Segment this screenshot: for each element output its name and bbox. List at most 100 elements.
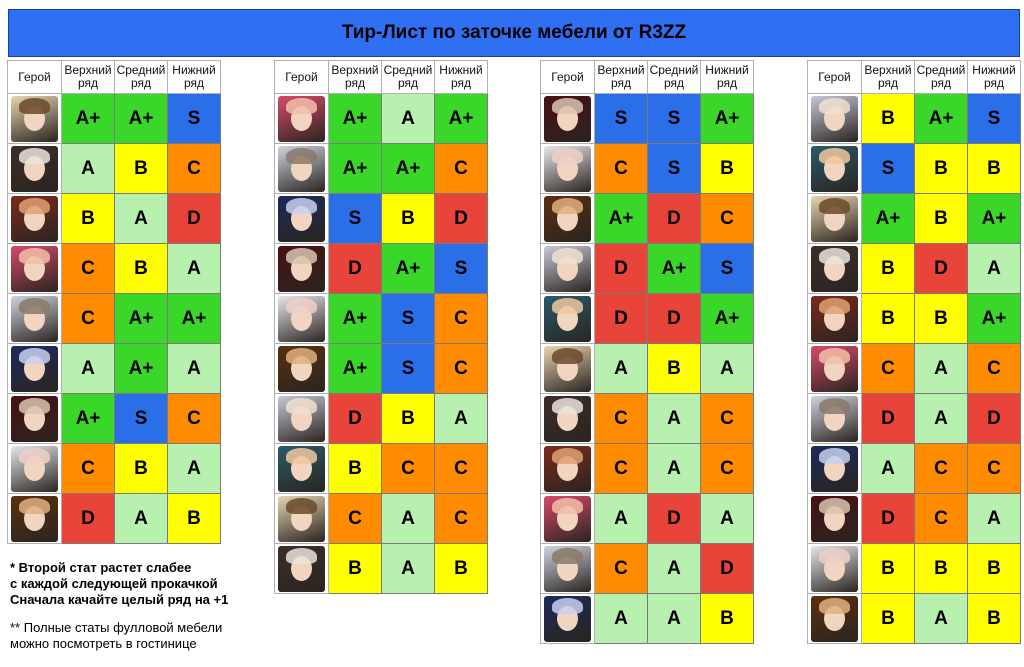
tier-table-2: Герой Верхний ряд Средний ряд Нижний ряд A+ A… [274,60,488,594]
hero-portrait-icon [544,295,591,342]
hero-portrait-icon [278,395,325,442]
hero-cell [540,93,595,144]
hero-portrait-icon [811,595,858,642]
hero-portrait-icon [278,495,325,542]
grade-cell: A+ [914,93,968,144]
grade-cell: S [381,293,435,344]
grade-cell: B [861,543,915,594]
grade-cell: A [861,443,915,494]
hero-cell [274,493,329,544]
grade-cell: S [114,393,168,444]
table-row: B B A+ [807,293,1021,344]
hero-cell [540,443,595,494]
grade-cell: A+ [967,193,1021,244]
hero-cell [540,293,595,344]
hero-cell [274,143,329,194]
grade-cell: D [434,193,488,244]
hero-cell [7,243,62,294]
grade-cell: S [328,193,382,244]
hero-portrait-icon [811,295,858,342]
grade-cell: A+ [434,93,488,144]
grade-cell: C [434,293,488,344]
grade-cell: A [700,493,754,544]
grade-cell: A [594,343,648,394]
hero-portrait-icon [811,95,858,142]
hero-portrait-icon [11,295,58,342]
grade-cell: B [914,543,968,594]
grade-cell: C [594,393,648,444]
hero-cell [540,543,595,594]
hero-cell [540,393,595,444]
hero-cell [540,493,595,544]
hero-cell [274,93,329,144]
grade-cell: C [594,543,648,594]
grade-cell: D [328,393,382,444]
grade-cell: A [381,493,435,544]
grade-cell: D [594,293,648,344]
hero-cell [7,143,62,194]
hero-portrait-icon [11,145,58,192]
grade-cell: S [967,93,1021,144]
hero-cell [274,443,329,494]
hero-portrait-icon [811,145,858,192]
grade-cell: A [967,493,1021,544]
header-hero: Герой [540,60,595,94]
table-row: A+ A A+ [274,93,488,144]
grade-cell: A [381,543,435,594]
grade-cell: D [914,243,968,294]
hero-portrait-icon [544,145,591,192]
grade-cell: D [861,493,915,544]
grade-cell: C [594,443,648,494]
grade-cell: S [434,243,488,294]
grade-cell: C [700,193,754,244]
hero-cell [540,143,595,194]
hero-portrait-icon [544,345,591,392]
table-row: S S A+ [540,93,754,144]
grade-cell: C [61,443,115,494]
grade-cell: A+ [700,93,754,144]
grade-cell: B [167,493,221,544]
hero-cell [807,193,862,244]
table-row: D A+ S [540,243,754,294]
hero-cell [274,243,329,294]
note-line: с каждой следующей прокачкой [10,576,218,591]
hero-portrait-icon [11,345,58,392]
header-row-1: Верхний ряд [861,60,915,94]
table-row: A+ A+ S [7,93,221,144]
hero-portrait-icon [811,445,858,492]
hero-portrait-icon [811,495,858,542]
hero-cell [807,143,862,194]
hero-portrait-icon [11,195,58,242]
grade-cell: A [61,343,115,394]
header-row-1: Верхний ряд [61,60,115,94]
note-upgrade-advice: * Второй стат растет слабее с каждой сле… [10,560,228,608]
grade-cell: A+ [114,93,168,144]
hero-cell [540,343,595,394]
grade-cell: A [914,393,968,444]
hero-cell [7,443,62,494]
hero-cell [274,393,329,444]
hero-cell [7,93,62,144]
grade-cell: S [700,243,754,294]
grade-cell: B [914,193,968,244]
grade-cell: A+ [594,193,648,244]
hero-portrait-icon [278,445,325,492]
grade-cell: S [167,93,221,144]
hero-cell [807,93,862,144]
grade-cell: B [114,243,168,294]
grade-cell: B [114,143,168,194]
grade-cell: D [328,243,382,294]
grade-cell: A+ [967,293,1021,344]
